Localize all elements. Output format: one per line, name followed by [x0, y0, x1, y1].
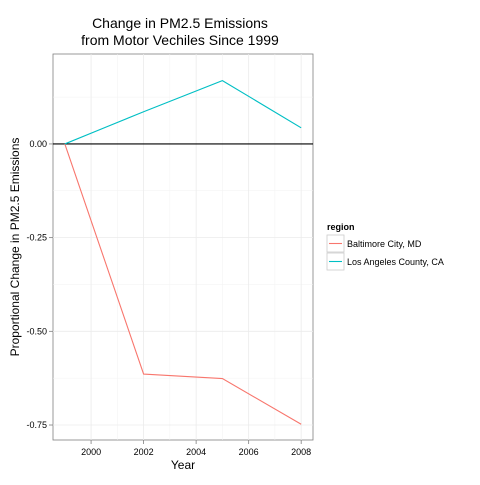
chart-title: Change in PM2.5 Emissions from Motor Vec… [81, 15, 279, 48]
legend-items: Baltimore City, MD Los Angeles County, CA [326, 234, 444, 271]
series-line-2 [64, 79, 302, 145]
y-tick-label: -0.50 [26, 326, 47, 336]
x-tick-label: 2008 [291, 447, 311, 457]
x-axis-label: Year [171, 458, 195, 472]
x-tick-label: 2000 [81, 447, 101, 457]
legend: region Baltimore City, MD Los Angeles Cou… [326, 222, 444, 271]
y-tick-label: 0.00 [29, 139, 47, 149]
x-tick-label: 2006 [239, 447, 259, 457]
legend-title: region [327, 222, 355, 232]
chart-title-line-1: Change in PM2.5 Emissions [92, 15, 268, 31]
y-tick-label: -0.75 [26, 420, 47, 430]
y-axis-label: Proportional Change in PM2.5 Emissions [8, 138, 22, 357]
legend-label-1: Baltimore City, MD [347, 239, 422, 249]
x-tick-label: 2002 [134, 447, 154, 457]
plot-panel [52, 53, 314, 441]
legend-label-2: Los Angeles County, CA [347, 257, 444, 267]
series-layer [64, 79, 302, 425]
y-tick-label: -0.25 [26, 233, 47, 243]
x-tick-label: 2004 [186, 447, 206, 457]
axes: 2000 2002 2004 2006 2008 0.00 -0.25 -0.50 -0.75 [26, 139, 311, 457]
chart-title-line-2: from Motor Vechiles Since 1999 [81, 32, 279, 48]
series-line-1 [64, 143, 302, 425]
